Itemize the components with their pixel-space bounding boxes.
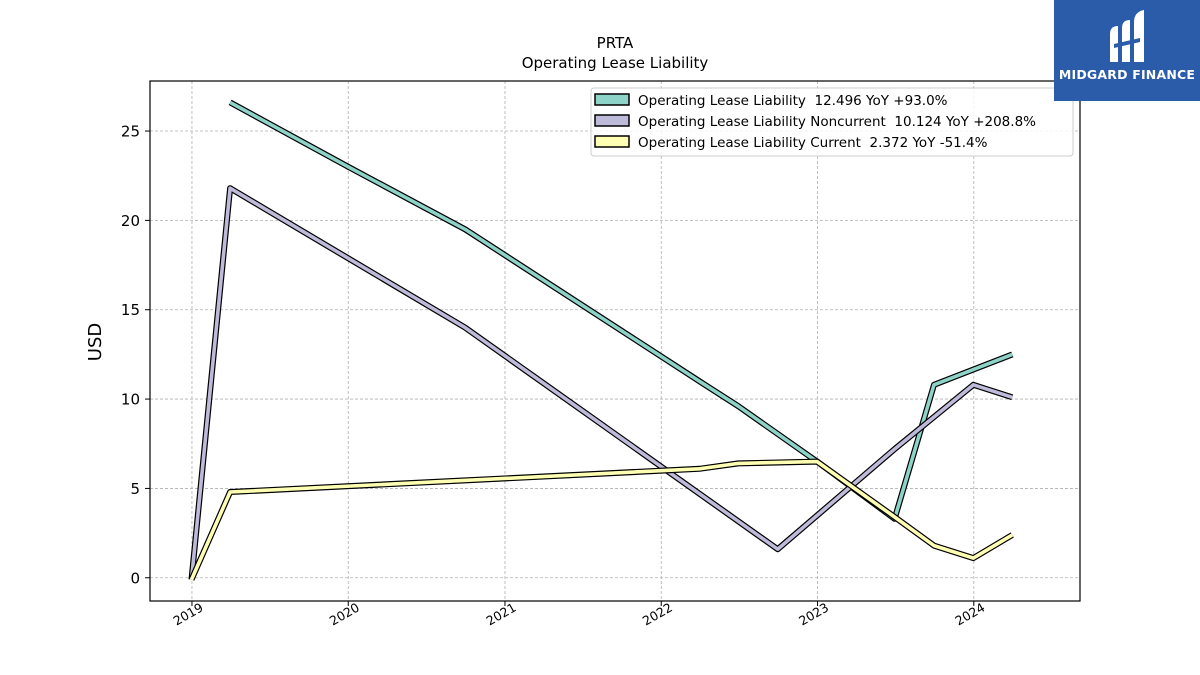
y-tick-label: 20 <box>121 212 140 230</box>
series-line-1 <box>229 100 1013 521</box>
x-tick-label: 2020 <box>327 600 362 629</box>
x-tick-label: 2022 <box>640 600 675 629</box>
series-line-2 <box>189 186 1013 580</box>
midgard-logo-icon <box>1110 10 1144 62</box>
chart-subtitle: Operating Lease Liability <box>522 54 709 72</box>
y-tick-label: 10 <box>121 391 140 409</box>
legend-box <box>590 87 1074 157</box>
legend-label-3: Operating Lease Liability Current 2.372 … <box>638 135 988 151</box>
legend-swatch-3 <box>594 135 630 148</box>
x-tick-label: 2024 <box>952 600 987 629</box>
midgard-finance-logo: MIDGARD FINANCE <box>1054 0 1200 101</box>
legend: Operating Lease Liability 12.496 YoY +93… <box>590 87 1074 157</box>
legend-swatch-2 <box>594 114 630 127</box>
chart-title: PRTA <box>597 34 634 52</box>
x-tick-label: 2023 <box>796 600 831 629</box>
x-axis: 2019 2020 2021 2022 2023 2024 <box>171 600 988 629</box>
x-tick-label: 2019 <box>171 600 206 629</box>
y-tick-label: 5 <box>130 480 140 498</box>
legend-swatch-1 <box>594 93 630 106</box>
series-line-3 <box>189 459 1014 581</box>
series-outline-3 <box>188 458 1014 581</box>
y-tick-label: 25 <box>121 123 140 141</box>
y-tick-label: 15 <box>121 301 140 319</box>
legend-label-2: Operating Lease Liability Noncurrent 10.… <box>638 114 1036 130</box>
y-axis: 0 5 10 15 20 25 <box>121 123 150 587</box>
y-axis-label: USD <box>85 323 106 361</box>
series-outline-2 <box>188 185 1014 580</box>
plot-frame <box>149 80 1081 602</box>
series-lines <box>188 99 1014 581</box>
x-tick-label: 2021 <box>484 600 519 629</box>
logo-text: MIDGARD FINANCE <box>1058 67 1196 82</box>
legend-label-1: Operating Lease Liability 12.496 YoY +93… <box>638 93 948 109</box>
y-tick-label: 0 <box>130 569 140 587</box>
grid <box>150 81 1080 601</box>
